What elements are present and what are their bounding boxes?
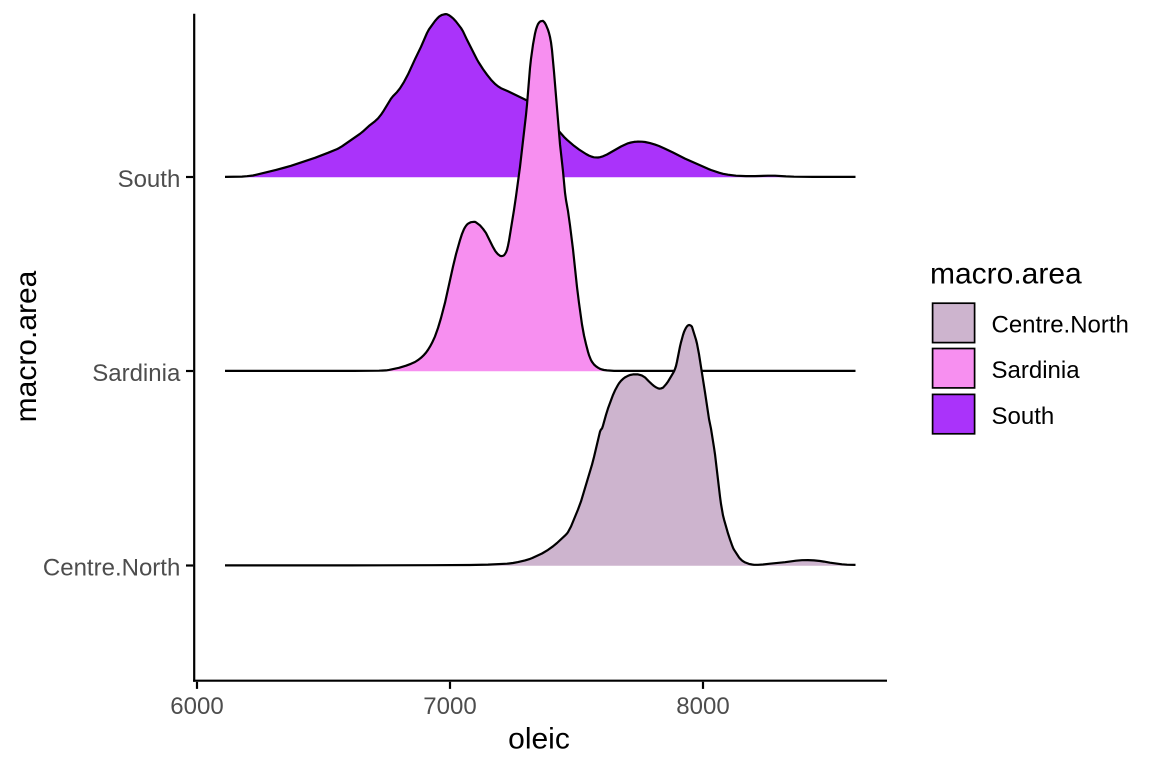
svg-text:macro.area: macro.area — [10, 270, 43, 422]
svg-text:8000: 8000 — [676, 693, 729, 720]
svg-text:7000: 7000 — [423, 693, 476, 720]
svg-text:Sardinia: Sardinia — [92, 360, 181, 387]
svg-text:Sardinia: Sardinia — [992, 357, 1081, 384]
svg-text:macro.area: macro.area — [930, 257, 1082, 290]
svg-text:South: South — [992, 403, 1055, 430]
svg-text:6000: 6000 — [170, 693, 223, 720]
svg-text:oleic: oleic — [508, 722, 570, 755]
svg-text:Centre.North: Centre.North — [43, 554, 180, 581]
svg-text:South: South — [118, 166, 181, 193]
svg-text:Centre.North: Centre.North — [992, 311, 1129, 338]
